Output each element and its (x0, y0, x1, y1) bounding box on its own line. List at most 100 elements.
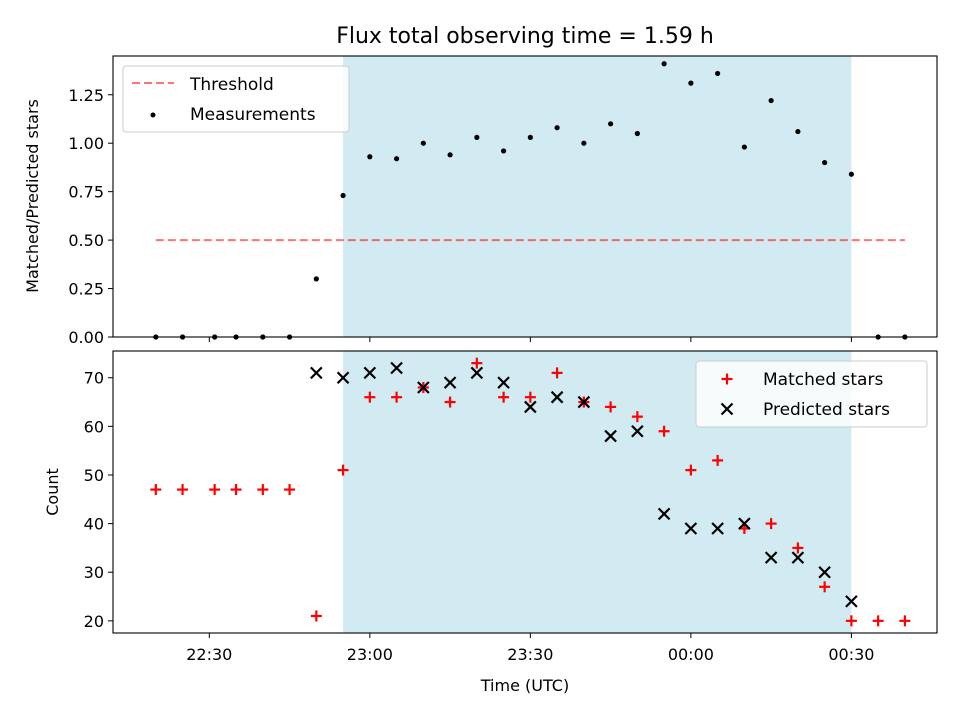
measurement-point (554, 125, 560, 131)
measurement-point (688, 80, 694, 86)
predicted-star-point (363, 366, 377, 380)
matched-star-point (605, 401, 617, 413)
count-panel-frame (112, 350, 938, 634)
predicted-star-point (550, 390, 564, 404)
count-panel-xlabel: Time (UTC) (480, 676, 569, 695)
matched-star-point (845, 615, 857, 627)
matched-star-point (230, 484, 242, 496)
predicted-star-point (684, 522, 698, 535)
y-tick-label: 0.75 (68, 183, 104, 202)
cross-stroke-b (684, 522, 698, 535)
y-tick-label: 0.25 (68, 280, 104, 299)
cross-stroke-b (604, 429, 617, 443)
predicted-star-point (390, 361, 403, 375)
y-tick-label: 1.25 (68, 86, 104, 105)
measurement-point (393, 156, 400, 162)
y-tick-label: 40 (84, 515, 104, 534)
cross-stroke-b (310, 366, 323, 380)
matched-star-point (209, 484, 221, 496)
y-tick-label: 70 (84, 369, 104, 388)
cross-stroke-b (470, 366, 484, 380)
matched-star-point (310, 610, 322, 622)
y-tick-label: 60 (84, 417, 104, 436)
predicted-star-point (577, 395, 591, 409)
matched-star-point (792, 542, 804, 554)
cross-stroke-b (711, 522, 724, 535)
cross-stroke-b (443, 376, 457, 389)
chart-title: Flux total observing time = 1.59 h (336, 24, 714, 49)
matched-star-point (471, 357, 483, 369)
count-panel-legend: Matched stars Predicted stars (695, 360, 928, 428)
x-tick-label: 00:00 (668, 645, 714, 664)
matched-star-point (819, 581, 831, 593)
cross-stroke-b (577, 395, 591, 409)
predicted-star-point (791, 551, 805, 564)
predicted-star-point (818, 565, 831, 579)
measurement-point (313, 276, 319, 282)
y-tick-label: 20 (84, 612, 104, 631)
observing-interval-shade (343, 56, 852, 337)
measurement-point (367, 154, 373, 160)
matched-legend-label: Matched stars (763, 370, 883, 390)
matched-star-point (765, 518, 777, 530)
predicted-star-point (711, 522, 724, 535)
cross-stroke-b (738, 517, 751, 530)
matched-legend-swatch (721, 373, 733, 385)
predicted-star-point (604, 429, 617, 443)
measurement-point (474, 134, 480, 140)
predicted-star-point (470, 366, 484, 380)
matched-star-point (551, 367, 563, 379)
predicted-star-point (524, 400, 537, 414)
cross-stroke-b (336, 371, 350, 385)
matched-star-point (444, 396, 456, 408)
count-legend-frame (695, 360, 928, 428)
measurement-point (768, 97, 774, 104)
ratio-legend-frame (122, 65, 350, 133)
matched-star-point (631, 411, 643, 423)
x-tick-label: 00:30 (828, 645, 874, 664)
cross-stroke-b (550, 390, 564, 404)
measurement-point (848, 171, 854, 177)
y-tick-label: 0.00 (68, 328, 104, 347)
measurement-point (581, 140, 587, 146)
measurements-legend-swatch (150, 112, 156, 118)
cross-stroke-b (791, 551, 805, 564)
matched-star-point (872, 615, 884, 627)
matched-star-point (337, 464, 349, 476)
matched-star-point (364, 391, 376, 403)
matched-star-point (150, 484, 162, 496)
predicted-star-point (845, 595, 858, 608)
x-tick-label: 23:00 (347, 645, 393, 664)
cross-stroke-b (390, 361, 403, 375)
x-tick-label: 22:30 (186, 645, 232, 664)
ratio-panel-legend: Threshold Measurements (122, 65, 350, 133)
measurement-point (447, 152, 453, 158)
cross-stroke-b (845, 595, 858, 608)
matched-star-point (284, 484, 296, 496)
measurement-point (822, 159, 828, 166)
measurement-point (661, 61, 667, 67)
measurement-point (527, 134, 533, 140)
cross-stroke-b (657, 507, 671, 521)
measurement-point (741, 144, 747, 150)
matched-star-point (685, 464, 697, 476)
y-tick-label: 1.00 (68, 134, 104, 153)
matched-star-point (391, 391, 403, 403)
predicted-star-point (738, 517, 751, 530)
matched-star-point (658, 425, 670, 437)
cross-stroke-b (818, 565, 831, 579)
count-panel-ylabel: Count (43, 468, 62, 516)
ratio-panel: 0.00 0.25 0.50 0.75 1.00 1.25 Matched/Predict… (23, 55, 938, 347)
matched-star-point (257, 484, 269, 496)
measurement-point (340, 192, 346, 199)
cross-stroke-b (497, 376, 510, 389)
count-panel: 20 30 40 50 60 70 22:30 23:00 23:30 00:00 00:30 C… (43, 350, 938, 695)
matched-star-point (712, 454, 724, 466)
matched-star-point (498, 391, 510, 403)
matched-star-point (899, 615, 911, 627)
predicted-star-point (417, 381, 430, 394)
predicted-legend-swatch (720, 402, 734, 416)
measurement-point (500, 148, 507, 154)
measurement-point (420, 140, 426, 146)
